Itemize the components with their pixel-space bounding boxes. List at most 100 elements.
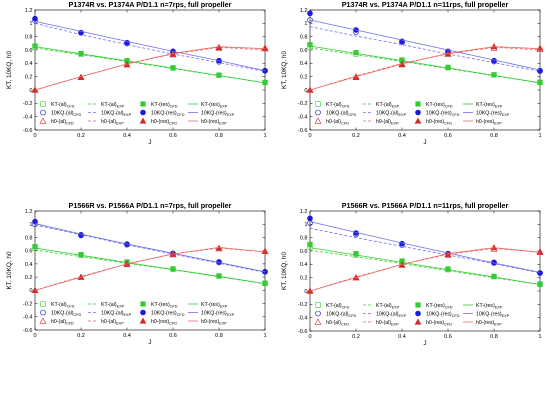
legend-entry-label: h0-(res)EXP: [201, 119, 227, 125]
series-line-kq: [309, 19, 541, 71]
series-line-h0: [309, 46, 541, 91]
x-tick-label: 0.6: [444, 133, 452, 139]
y-tick-label: 0.4: [25, 262, 33, 268]
legend-entry-label: KT-(al)EXP: [101, 302, 125, 308]
y-tick-label: -0.2: [23, 301, 33, 307]
data-point-h0: [536, 44, 544, 51]
y-tick-label: -0.6: [23, 128, 33, 134]
legend-entry-label: 10KQ-(res)CFD: [151, 310, 185, 316]
y-tick-label: 0.2: [300, 276, 308, 282]
data-point-kq: [307, 10, 313, 17]
legend-entry-label: h0-(res)EXP: [476, 320, 502, 326]
y-tick-label: -0.6: [298, 329, 308, 335]
x-tick-label: 0.6: [169, 333, 177, 339]
series-line-h0: [34, 46, 266, 91]
series-line-kq: [309, 26, 541, 72]
legend-entry-label: h0-(res)CFD: [426, 119, 452, 125]
legend-marker-swatch: [140, 101, 146, 107]
series-line-h0: [34, 247, 266, 291]
series-line-kq: [34, 22, 266, 72]
legend-entry-label: KT-(res)CFD: [426, 303, 453, 309]
legend-marker-swatch: [414, 117, 422, 124]
y-axis-label: KT, 10KQ, h0: [6, 251, 13, 289]
x-axis-label: J: [423, 340, 426, 347]
y-tick-label: 0.4: [25, 61, 33, 67]
data-point-kt: [307, 241, 313, 247]
legend-marker-swatch: [314, 318, 322, 325]
legend-entry-label: KT-(al)EXP: [376, 102, 400, 108]
y-tick-label: 0.2: [25, 75, 33, 81]
legend-entry-label: 10KQ-(al)EXP: [376, 110, 407, 116]
y-tick-label: 1.2: [300, 8, 308, 14]
chart-panel-2: P1374R vs. P1374A P/D1.1 n=11rps, full p…: [281, 0, 544, 146]
x-tick-label: 0.8: [215, 133, 223, 139]
legend-entry-label: KT-(res)CFD: [426, 102, 453, 108]
y-axis-label: KT, 10KQ, h0: [6, 51, 13, 89]
legend-marker-swatch: [140, 309, 146, 316]
legend-entry-label: KT-(res)EXP: [201, 302, 228, 308]
legend-entry-label: KT-(al)CFD: [51, 302, 75, 308]
data-point-kt: [353, 251, 359, 257]
legend: KT-(al)CFD KT-(al)EXP KT-(res)CFD KT-(res)E…: [39, 301, 235, 325]
series-line-kq: [309, 221, 541, 273]
y-tick-label: -0.2: [23, 101, 33, 107]
y-tick-label: 1: [29, 222, 32, 228]
legend-marker-swatch: [315, 302, 321, 308]
data-point-kt: [307, 42, 313, 48]
legend-marker-swatch: [415, 310, 421, 317]
x-tick-label: 0.4: [398, 334, 406, 340]
y-tick-label: 0.6: [25, 48, 33, 54]
x-tick-label: 0.2: [77, 333, 85, 339]
legend-entry-label: 10KQ-(al)CFD: [51, 310, 82, 316]
chart-title: P1374R vs. P1374A P/D1.1 n=7rps, full pr…: [69, 0, 232, 9]
y-tick-label: 0.4: [300, 262, 308, 268]
data-point-h0: [536, 248, 544, 255]
legend-marker-swatch: [39, 117, 47, 124]
legend-entry-label: h0-(al)EXP: [101, 319, 124, 325]
x-tick-label: 1: [538, 334, 541, 340]
legend-marker-swatch: [40, 109, 46, 116]
legend-marker-swatch: [315, 101, 321, 107]
x-tick-label: 0.6: [444, 334, 452, 340]
series-line-h0: [34, 46, 266, 91]
legend-marker-swatch: [415, 109, 421, 116]
y-tick-label: 1: [29, 21, 32, 27]
series-line-kt: [309, 47, 541, 84]
x-tick-label: 0.4: [123, 333, 131, 339]
data-point-kt: [445, 266, 451, 272]
series-line-h0: [309, 247, 541, 292]
series-line-kt: [34, 247, 266, 284]
series-line-kq: [34, 20, 266, 72]
legend-entry-label: h0-(al)CFD: [51, 119, 74, 125]
x-tick-label: 0: [33, 333, 36, 339]
legend-entry-label: KT-(al)EXP: [101, 102, 125, 108]
x-tick-label: 0.2: [352, 334, 360, 340]
series-line-kt: [34, 249, 266, 285]
legend-marker-swatch: [40, 301, 46, 307]
x-tick-label: 0.6: [169, 133, 177, 139]
y-tick-label: 0.6: [300, 249, 308, 255]
y-tick-label: 1: [304, 222, 307, 228]
y-tick-label: 0.6: [25, 249, 33, 255]
data-point-kt: [78, 252, 84, 258]
legend-entry-label: h0-(al)EXP: [376, 320, 399, 326]
legend-entry-label: h0-(al)CFD: [326, 119, 349, 125]
series-line-kt: [309, 45, 541, 84]
legend-entry-label: 10KQ-(al)CFD: [326, 311, 357, 317]
series-line-kq: [34, 223, 266, 273]
legend-marker-swatch: [139, 117, 147, 124]
chart-title: P1566R vs. P1566A P/D1.1 n=11rps, full p…: [342, 201, 509, 210]
legend-entry-label: 10KQ-(al)EXP: [101, 310, 132, 316]
data-point-h0: [261, 247, 269, 254]
legend-marker-swatch: [140, 301, 146, 307]
x-tick-label: 0.2: [352, 133, 360, 139]
legend-entry-label: h0-(al)EXP: [376, 119, 399, 125]
series-line-kt: [309, 249, 541, 286]
chart-panel-1: P1374R vs. P1374A P/D1.1 n=7rps, full pr…: [6, 0, 269, 146]
legend-marker-swatch: [140, 109, 146, 116]
y-axis-label: KT, 10KQ, h0: [281, 51, 288, 89]
data-point-kq: [307, 17, 313, 23]
legend-entry-label: h0-(al)CFD: [326, 320, 349, 326]
data-point-h0: [261, 44, 269, 51]
